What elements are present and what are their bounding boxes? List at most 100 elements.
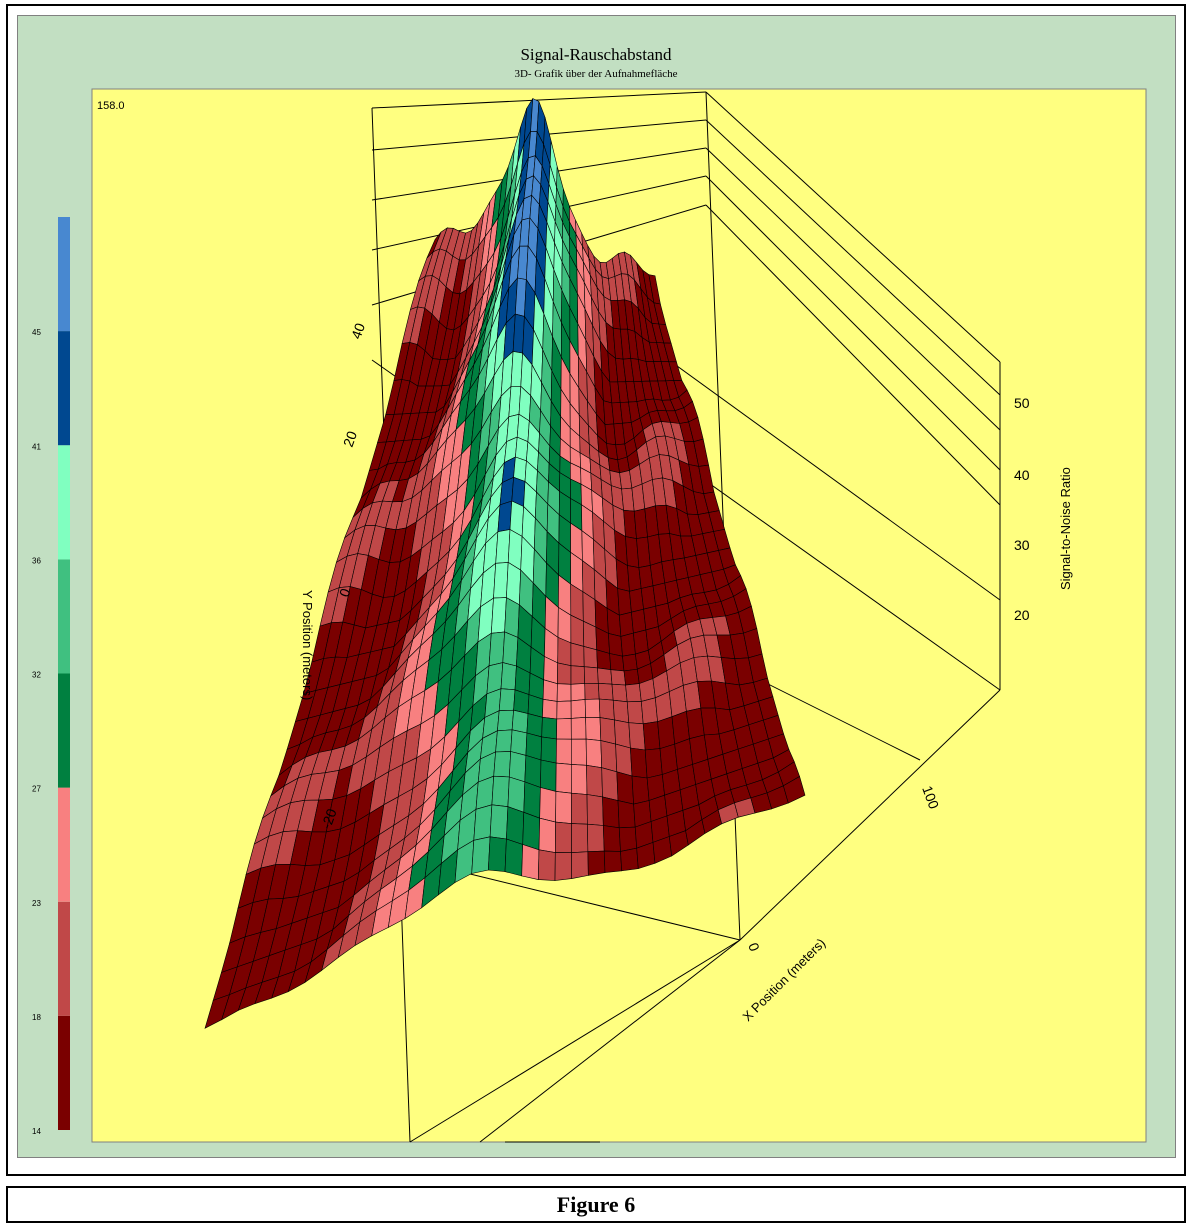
surface-cell — [493, 562, 509, 599]
legend-swatch — [58, 673, 70, 788]
figure-box — [6, 4, 1186, 1176]
grid-line — [654, 349, 1001, 601]
surface-cell — [500, 662, 517, 691]
surface-cell — [614, 719, 631, 749]
surface-cell — [473, 804, 493, 841]
surface-cell — [493, 751, 512, 778]
z-tick-label: 20 — [1014, 607, 1030, 623]
surface-cell — [640, 697, 658, 725]
caption-box: Figure 6 — [6, 1186, 1186, 1223]
y-tick-label: -20 — [318, 806, 340, 831]
surface-cell — [600, 740, 618, 773]
surface-cell — [570, 699, 586, 719]
surface-cell — [515, 436, 529, 462]
surface-mesh — [204, 98, 806, 1029]
surface-cell — [491, 775, 510, 808]
surface-cell — [557, 662, 572, 685]
surface-cell — [538, 817, 556, 853]
surface-cell — [659, 743, 678, 775]
legend-tick-label: 18 — [32, 1013, 41, 1022]
surface-cell — [603, 850, 623, 873]
legend-swatch — [58, 901, 70, 1016]
surface-cell — [539, 787, 557, 823]
legend-tick-label: 32 — [32, 671, 41, 680]
surface-cell — [498, 688, 516, 712]
legend-swatch — [58, 445, 70, 560]
grid-line — [705, 91, 1001, 363]
chart-subtitle: 3D- Grafik über der Aufnahmefläche — [514, 68, 677, 80]
surface-cell — [609, 653, 625, 672]
surface-cell — [506, 806, 525, 845]
surface-cell — [617, 800, 636, 829]
surface-cell — [542, 679, 558, 702]
surface-cell — [598, 698, 615, 721]
grid-line — [705, 147, 1001, 431]
surface-cell — [495, 729, 513, 753]
surface-cell — [555, 791, 572, 824]
surface-cell — [622, 653, 638, 672]
surface-cell — [554, 852, 573, 881]
surface-cell — [599, 717, 616, 745]
surface-cell — [612, 699, 630, 724]
surface-cell — [511, 709, 529, 734]
grid-line — [371, 91, 707, 109]
surface-cell — [497, 709, 514, 732]
surface-cell — [570, 665, 586, 685]
surface-cell — [570, 642, 585, 668]
surface-cell — [488, 631, 505, 667]
surface-cell — [623, 668, 640, 686]
surface-cell — [585, 716, 602, 741]
surface-cell — [504, 597, 520, 638]
surface-cell — [522, 811, 541, 851]
surface-cell — [556, 718, 572, 740]
surface-cell — [601, 767, 619, 801]
surface-cell — [487, 836, 507, 872]
z-axis-label: Signal-to-Noise Ratio — [1058, 467, 1073, 590]
surface-cell — [585, 738, 603, 769]
surface-cell — [583, 666, 599, 684]
surface-cell — [625, 683, 642, 703]
surface-cell — [631, 775, 650, 805]
surface-cell — [497, 500, 513, 533]
surface-cell — [626, 701, 644, 725]
surface-cell — [571, 823, 589, 854]
legend-swatch — [58, 787, 70, 902]
surface-cell — [570, 683, 586, 702]
surface-cell — [542, 698, 558, 720]
surface-cell — [618, 611, 634, 637]
surface-cell — [556, 683, 572, 702]
surface-cell — [597, 682, 614, 701]
x-tick-label: 100 — [919, 784, 942, 812]
surface-cell — [618, 826, 638, 852]
surface-cell — [586, 764, 603, 798]
surface-cell — [571, 792, 588, 825]
surface-cell — [570, 738, 587, 766]
legend-swatch — [58, 217, 70, 332]
legend-tick-label: 36 — [32, 556, 41, 565]
surface-cell — [571, 851, 589, 879]
surface-cell — [620, 632, 636, 657]
surface-cell — [584, 682, 600, 700]
surface-cell — [587, 850, 606, 876]
surface-cell — [642, 721, 661, 751]
surface-cell — [608, 633, 623, 657]
surface-cell — [471, 836, 491, 874]
surface-cell — [490, 597, 507, 634]
legend-tick-label: 27 — [32, 785, 41, 794]
surface-cell — [583, 646, 598, 669]
surface-cell — [584, 698, 601, 718]
surface-cell — [587, 823, 605, 853]
z-tick-label: 50 — [1014, 395, 1030, 411]
corner-value: 158.0 — [97, 100, 125, 112]
surface-cell — [644, 748, 663, 779]
surface-cell — [586, 794, 604, 826]
surface-cell — [556, 700, 572, 720]
surface-cell — [504, 838, 524, 877]
legend-swatch — [58, 559, 70, 674]
surface-cell — [602, 796, 620, 829]
surface-cell — [628, 722, 646, 751]
legend-swatch — [58, 1015, 70, 1130]
surface-cell — [510, 729, 528, 756]
surface-cell — [537, 849, 556, 881]
surface-cell — [570, 716, 587, 740]
